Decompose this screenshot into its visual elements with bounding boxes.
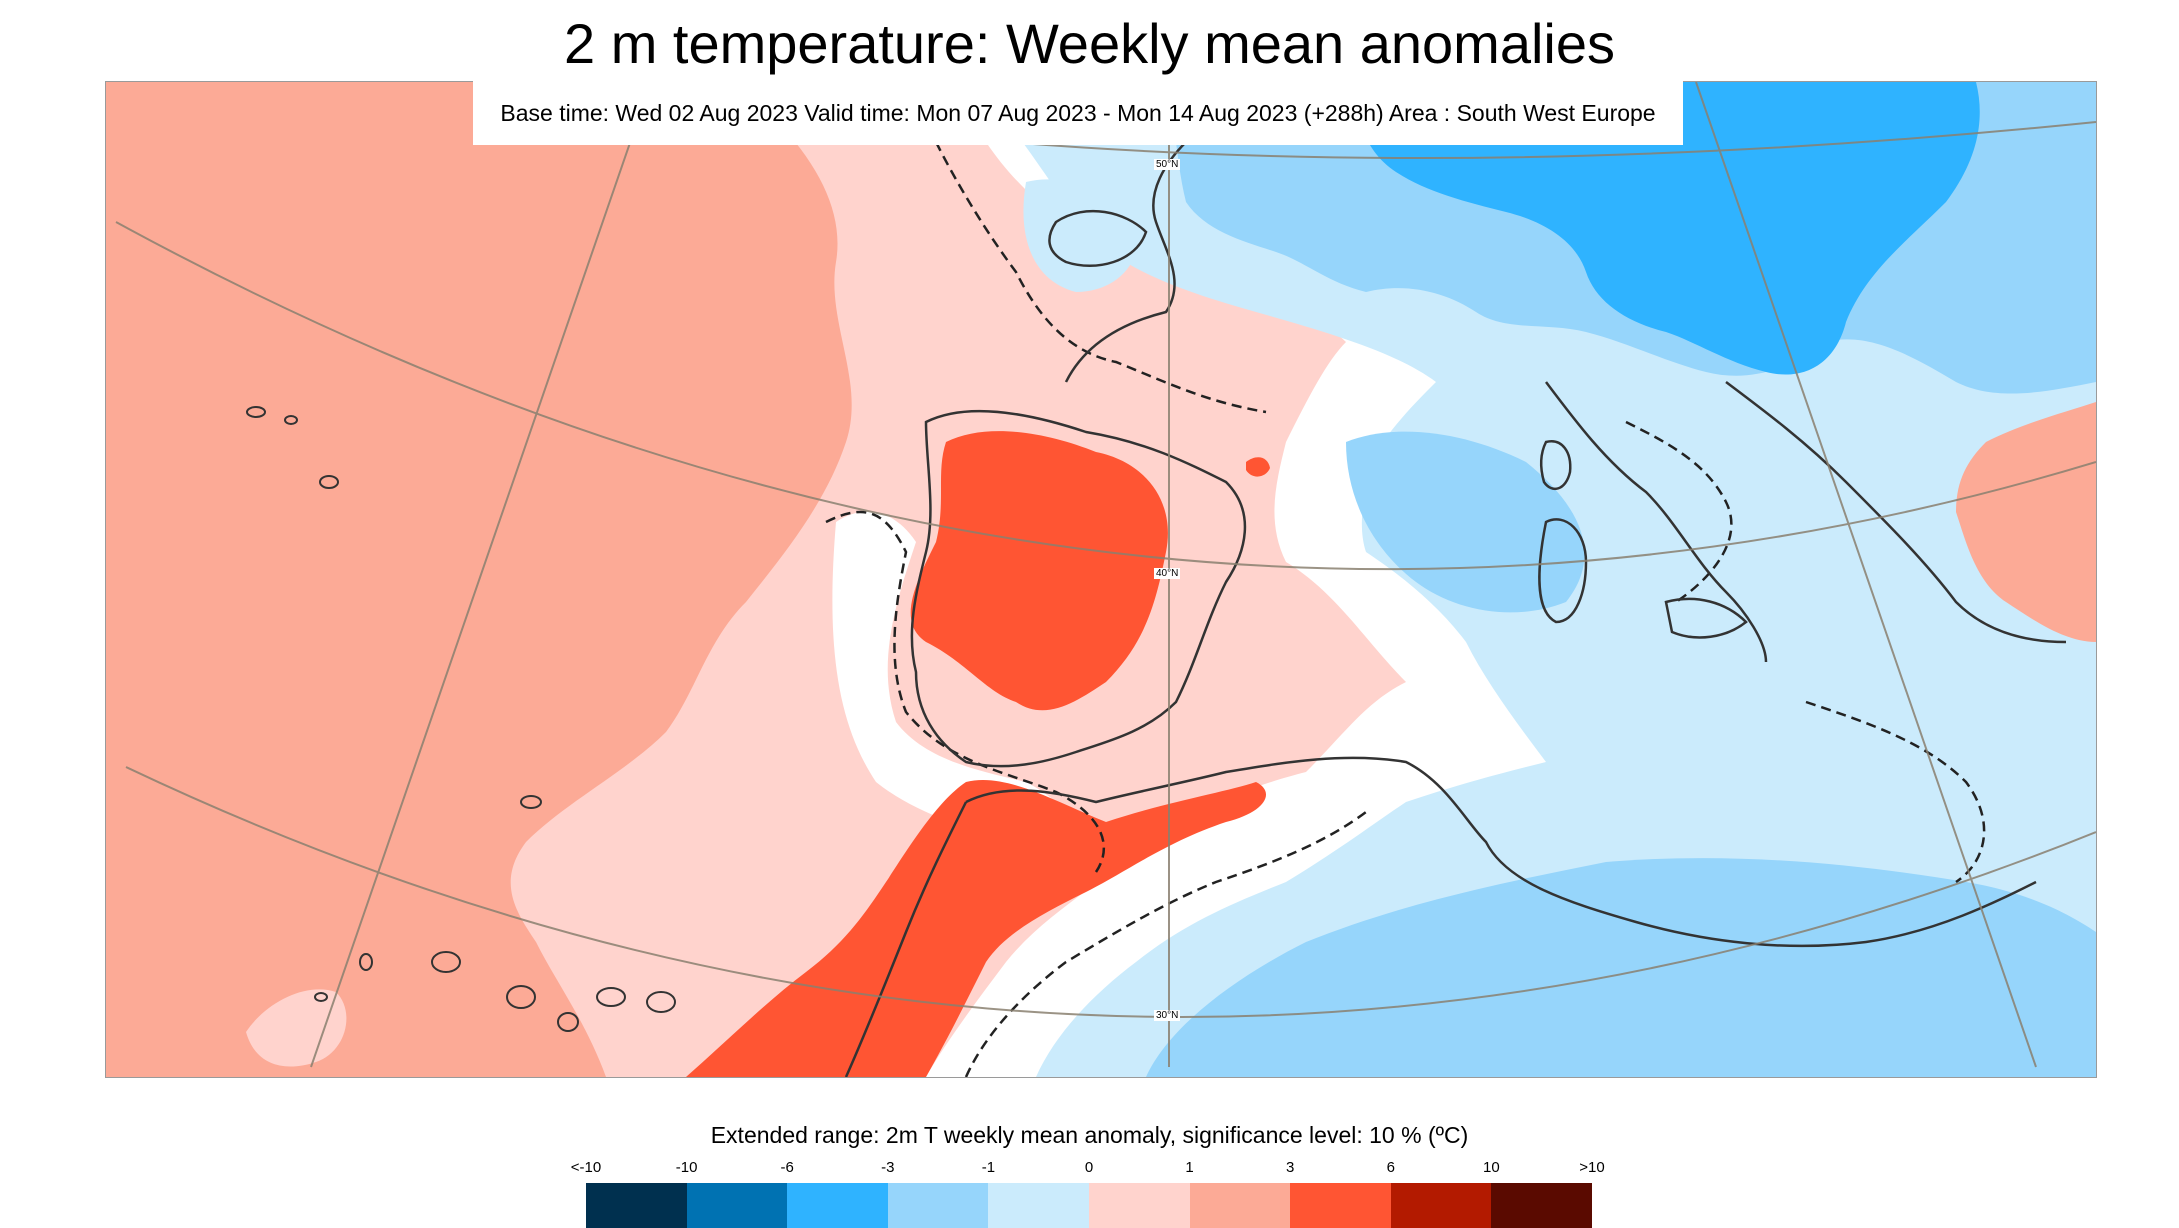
anomaly-region-cool-africa [1146,858,2096,1077]
latitude-label-40n: 40°N [1154,568,1181,579]
coastline-sicily [1664,597,1748,639]
colorbar-label: 3 [1286,1159,1295,1176]
anomaly-region-hot-iberia-north [1246,457,1270,477]
colorbar-swatch [887,1183,989,1228]
anomaly-region-hot-iberia [910,431,1168,711]
canary-island [646,991,676,1013]
colorbar-label: 6 [1386,1159,1395,1176]
anomaly-region-near-zero-iberia-coast [832,511,1083,852]
colorbar-label: -10 [675,1159,698,1176]
colorbar-swatch [1290,1183,1391,1228]
colorbar [586,1183,1592,1228]
colorbar-label: 0 [1084,1159,1094,1176]
significance-contour-atlantic [934,141,1267,414]
colorbar-label: >10 [1579,1159,1605,1176]
colorbar-swatch [1189,1183,1291,1228]
anomaly-region-cold-central-europe [1356,82,1980,375]
significance-contour-east [1805,700,1986,884]
anomaly-map: 50°N 40°N 30°N [105,81,2097,1078]
graticule-parallel-50n [1005,121,2096,159]
colorbar-label: <-10 [570,1159,602,1176]
coastline-balkans [1725,381,2067,644]
canary-island [314,992,328,1002]
azores-island [284,415,298,425]
colorbar-label: -6 [780,1159,794,1176]
coastline-iberia [910,409,1247,768]
chart-subtitle: Base time: Wed 02 Aug 2023 Valid time: M… [473,81,1683,145]
coastline-north-africa [965,756,2037,948]
colorbar-swatch [787,1183,888,1228]
madeira-island [319,475,339,489]
coastline-corsica [1540,440,1572,491]
graticule-parallel-30n [125,766,2096,1018]
colorbar-swatch [686,1183,788,1228]
colorbar-swatch [1491,1183,1592,1228]
latitude-label-30n: 30°N [1154,1010,1181,1021]
coastline-africa-atlantic [844,801,968,1077]
coastline-italy [1545,381,1768,663]
canary-island [431,951,461,973]
colorbar-swatch [1390,1183,1492,1228]
colorbar-title: Extended range: 2m T weekly mean anomaly… [710,1122,1469,1148]
significance-contour-iberia [825,510,1106,873]
graticule-meridian-east [1695,82,2037,1068]
cape-verde-island [520,795,542,809]
canary-island [359,953,373,971]
chart-title: 2 m temperature: Weekly mean anomalies [564,12,1615,75]
azores-island [246,406,266,418]
canary-island [596,987,626,1007]
anomaly-region-hot-north-africa [686,780,1266,1077]
colorbar-swatch [1088,1183,1190,1228]
significance-contour-africa [964,810,1367,1077]
significance-contour-italy [1625,420,1733,604]
colorbar-label: -1 [981,1159,996,1176]
coastline-british-isles [1048,209,1148,267]
colorbar-swatch [988,1183,1089,1228]
canary-island [557,1012,579,1032]
coastline-france [1064,141,1187,383]
coastline-sardinia [1538,518,1588,624]
colorbar-label: 1 [1185,1159,1194,1176]
colorbar-swatch [586,1183,687,1228]
anomaly-region-slight-warm-sw [246,989,347,1067]
canary-island [506,985,536,1009]
anomaly-region-warm-aegean [1956,402,2096,642]
colorbar-labels: <-10 -10 -6 -3 -1 0 1 3 6 10 >10 [571,1158,1605,1178]
anomaly-region-cool-tyrrhenian [1346,431,1585,613]
colorbar-label: -3 [881,1159,895,1176]
graticule-parallel-40n [115,221,2096,571]
graticule-meridian-west [310,82,652,1068]
colorbar-label: 10 [1483,1159,1500,1176]
latitude-label-50n: 50°N [1154,159,1181,170]
